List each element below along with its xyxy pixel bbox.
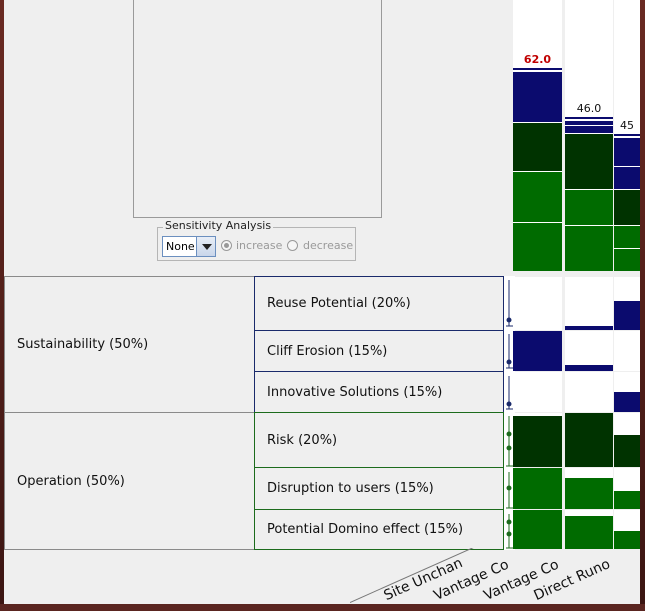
increase-radio-label: increase xyxy=(236,239,283,252)
score-cap xyxy=(614,132,640,136)
score-segment xyxy=(565,225,613,271)
criterion-label: Risk (20%) xyxy=(267,432,338,448)
score-segment xyxy=(513,221,562,271)
criterion-score-fill xyxy=(614,531,640,549)
window-frame-bottom xyxy=(0,604,645,611)
sensitivity-analysis-title: Sensitivity Analysis xyxy=(163,219,274,232)
utility-graph-strip[interactable] xyxy=(504,276,515,550)
total-score-label: 62.0 xyxy=(523,53,552,67)
total-score-bar[interactable]: 62.0 xyxy=(513,0,562,271)
criterion-score-cell[interactable] xyxy=(513,277,562,330)
decrease-radio[interactable] xyxy=(287,240,298,251)
score-segment xyxy=(614,166,640,190)
criterion-score-cell[interactable] xyxy=(565,468,613,509)
score-segment xyxy=(565,120,613,126)
score-segment xyxy=(614,248,640,271)
score-cap xyxy=(513,67,562,71)
criterion-score-fill xyxy=(513,415,562,467)
chevron-down-icon[interactable] xyxy=(196,237,215,256)
total-score-label: 46.0 xyxy=(576,102,602,116)
score-segment xyxy=(513,171,562,222)
window-frame-right xyxy=(640,0,645,611)
criterion-risk[interactable]: Risk (20%) xyxy=(254,412,504,468)
criterion-score-cell[interactable] xyxy=(513,468,562,509)
criterion-score-cell[interactable] xyxy=(565,331,613,371)
decrease-radio-label: decrease xyxy=(303,239,354,252)
criterion-score-cell[interactable] xyxy=(614,277,640,330)
criterion-score-fill xyxy=(565,515,613,549)
window-frame-left xyxy=(0,0,4,611)
criterion-score-fill xyxy=(565,413,613,467)
criterion-score-cell[interactable] xyxy=(513,413,562,467)
criterion-score-cell[interactable] xyxy=(565,372,613,412)
criterion-score-fill xyxy=(614,434,640,467)
score-segment xyxy=(614,189,640,226)
score-segment xyxy=(565,125,613,134)
criterion-score-cell[interactable] xyxy=(565,413,613,467)
criterion-score-fill xyxy=(513,510,562,549)
criterion-score-fill xyxy=(565,478,613,509)
utility-graph-icons xyxy=(506,280,513,549)
criterion-score-fill xyxy=(565,365,613,371)
objective-label: Sustainability (50%) xyxy=(17,337,149,352)
criterion-score-fill xyxy=(614,490,640,509)
total-score-bar[interactable]: 45 xyxy=(614,0,640,271)
total-score-bar[interactable]: 46.0 xyxy=(565,0,613,271)
objective-label: Operation (50%) xyxy=(17,473,125,489)
criterion-score-cell[interactable] xyxy=(513,510,562,549)
criterion-label: Potential Domino effect (15%) xyxy=(267,522,464,537)
criterion-label: Reuse Potential (20%) xyxy=(267,296,411,311)
criterion-cliff-erosion[interactable]: Cliff Erosion (15%) xyxy=(254,330,504,372)
criterion-score-cell[interactable] xyxy=(614,331,640,371)
criterion-disruption-to-users[interactable]: Disruption to users (15%) xyxy=(254,467,504,510)
score-segment xyxy=(513,122,562,172)
objective-sustainability[interactable]: Sustainability (50%) xyxy=(4,276,255,413)
sensitivity-select[interactable]: None xyxy=(162,236,216,257)
objective-operation[interactable]: Operation (50%) xyxy=(4,412,255,550)
criterion-score-fill xyxy=(513,468,562,509)
increase-radio[interactable] xyxy=(221,240,232,251)
criterion-score-cell[interactable] xyxy=(614,468,640,509)
score-segment xyxy=(614,136,640,167)
criterion-score-fill xyxy=(614,392,640,412)
sensitivity-plot-area xyxy=(133,0,382,218)
score-segment xyxy=(513,71,562,123)
criterion-score-cell[interactable] xyxy=(513,331,562,371)
criterion-potential-domino-effect[interactable]: Potential Domino effect (15%) xyxy=(254,509,504,550)
criterion-score-cell[interactable] xyxy=(614,413,640,467)
criterion-innovative-solutions[interactable]: Innovative Solutions (15%) xyxy=(254,371,504,413)
score-segment xyxy=(565,133,613,190)
criterion-score-fill xyxy=(614,300,640,330)
alternative-labels: Site Unchan Vantage Co Vantage Co Direct… xyxy=(350,548,640,604)
score-cap xyxy=(565,116,613,120)
criterion-score-fill xyxy=(513,331,562,371)
criterion-score-cell[interactable] xyxy=(565,510,613,549)
criterion-reuse-potential[interactable]: Reuse Potential (20%) xyxy=(254,276,504,331)
criterion-score-fill xyxy=(565,325,613,330)
criterion-label: Cliff Erosion (15%) xyxy=(267,343,388,359)
sensitivity-select-value: None xyxy=(166,240,195,253)
score-segment xyxy=(565,189,613,226)
criterion-score-cell[interactable] xyxy=(513,372,562,412)
criterion-label: Innovative Solutions (15%) xyxy=(267,384,443,400)
criterion-score-cell[interactable] xyxy=(614,510,640,549)
criterion-label: Disruption to users (15%) xyxy=(267,481,434,496)
score-segment xyxy=(614,225,640,249)
criterion-score-cell[interactable] xyxy=(614,372,640,412)
total-score-label: 45 xyxy=(620,118,634,132)
criterion-score-cell[interactable] xyxy=(565,277,613,330)
